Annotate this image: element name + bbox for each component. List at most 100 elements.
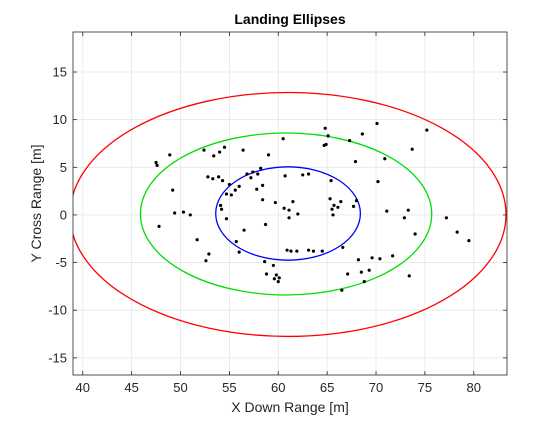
data-point (359, 270, 363, 274)
data-point (204, 259, 208, 263)
data-point (455, 230, 459, 234)
data-point (195, 238, 199, 242)
data-point (283, 174, 287, 178)
data-point (348, 139, 352, 143)
data-point (296, 212, 300, 216)
data-point (237, 250, 241, 254)
y-tick-label: 10 (53, 112, 67, 127)
x-tick-label: 75 (418, 380, 432, 395)
data-point (324, 142, 328, 147)
data-point (245, 172, 249, 176)
data-point (291, 199, 295, 204)
data-point (354, 199, 359, 203)
data-point (271, 263, 275, 268)
data-point (328, 197, 332, 201)
data-point (282, 206, 286, 210)
data-point (407, 274, 411, 278)
data-point (287, 208, 291, 212)
data-point (227, 182, 231, 187)
data-point (320, 249, 324, 253)
data-point (234, 240, 238, 244)
data-point (306, 172, 311, 176)
data-point (259, 166, 263, 170)
data-point (332, 203, 336, 208)
ellipses (73, 91, 507, 338)
x-axis-label: X Down Range [m] (231, 399, 349, 415)
data-point (406, 208, 410, 212)
data-point (336, 205, 340, 209)
ellipse-inner-blue (215, 166, 362, 261)
data-point (255, 187, 259, 191)
data-point (222, 145, 227, 149)
data-point (413, 232, 417, 236)
data-point (385, 209, 389, 213)
data-point (262, 260, 267, 264)
data-point (217, 175, 221, 179)
data-point (391, 254, 395, 258)
data-point (266, 153, 271, 157)
data-point (281, 137, 285, 141)
y-axis-label: Y Cross Range [m] (28, 144, 44, 262)
data-point (306, 248, 311, 252)
data-point (264, 272, 269, 276)
x-tick-label: 65 (320, 380, 334, 395)
data-point (261, 183, 265, 187)
data-point (353, 159, 358, 164)
x-tick-label: 45 (124, 380, 138, 395)
data-point (157, 224, 161, 228)
data-point (346, 272, 350, 276)
data-point (331, 213, 335, 217)
plot-area (73, 32, 507, 375)
data-point (375, 121, 379, 126)
x-tick-label: 40 (76, 380, 90, 395)
data-point (295, 249, 299, 253)
data-point (370, 256, 374, 260)
x-tick-label: 60 (271, 380, 285, 395)
data-point (206, 175, 210, 179)
ellipse-outer-red (73, 91, 507, 338)
data-point (444, 216, 448, 220)
y-tick-label: 0 (60, 207, 67, 222)
x-tick-label: 55 (222, 380, 236, 395)
data-point (202, 148, 206, 152)
data-point (330, 207, 334, 211)
data-point (376, 179, 380, 184)
data-point (173, 211, 177, 215)
data-point (273, 200, 277, 205)
data-point (362, 280, 366, 284)
data-point (219, 207, 224, 211)
points (154, 121, 471, 292)
data-point (212, 154, 216, 158)
axes-box (72, 31, 508, 376)
data-point (241, 148, 245, 152)
data-point (351, 204, 356, 208)
ellipse-middle-green (139, 132, 433, 296)
data-point (218, 203, 223, 208)
data-point (237, 184, 241, 188)
data-point (171, 188, 175, 192)
data-point (287, 216, 291, 220)
y-tick-label: 15 (53, 65, 67, 80)
data-point (229, 193, 233, 197)
data-point (410, 147, 414, 151)
data-point (251, 170, 255, 174)
data-point (329, 179, 333, 183)
data-point (378, 257, 382, 261)
data-point (467, 239, 471, 243)
data-point (272, 277, 276, 281)
data-point (323, 126, 327, 130)
data-point (224, 192, 229, 196)
data-point (289, 249, 293, 253)
data-point (224, 217, 229, 221)
chart-title: Landing Ellipses (234, 11, 345, 27)
data-point (276, 280, 280, 284)
y-tick-label: -5 (55, 255, 67, 270)
data-point (242, 228, 246, 232)
y-tick-label: -10 (48, 303, 67, 318)
plot-content (73, 91, 507, 338)
data-point (425, 128, 429, 132)
data-point (181, 210, 186, 214)
data-point (311, 249, 316, 253)
